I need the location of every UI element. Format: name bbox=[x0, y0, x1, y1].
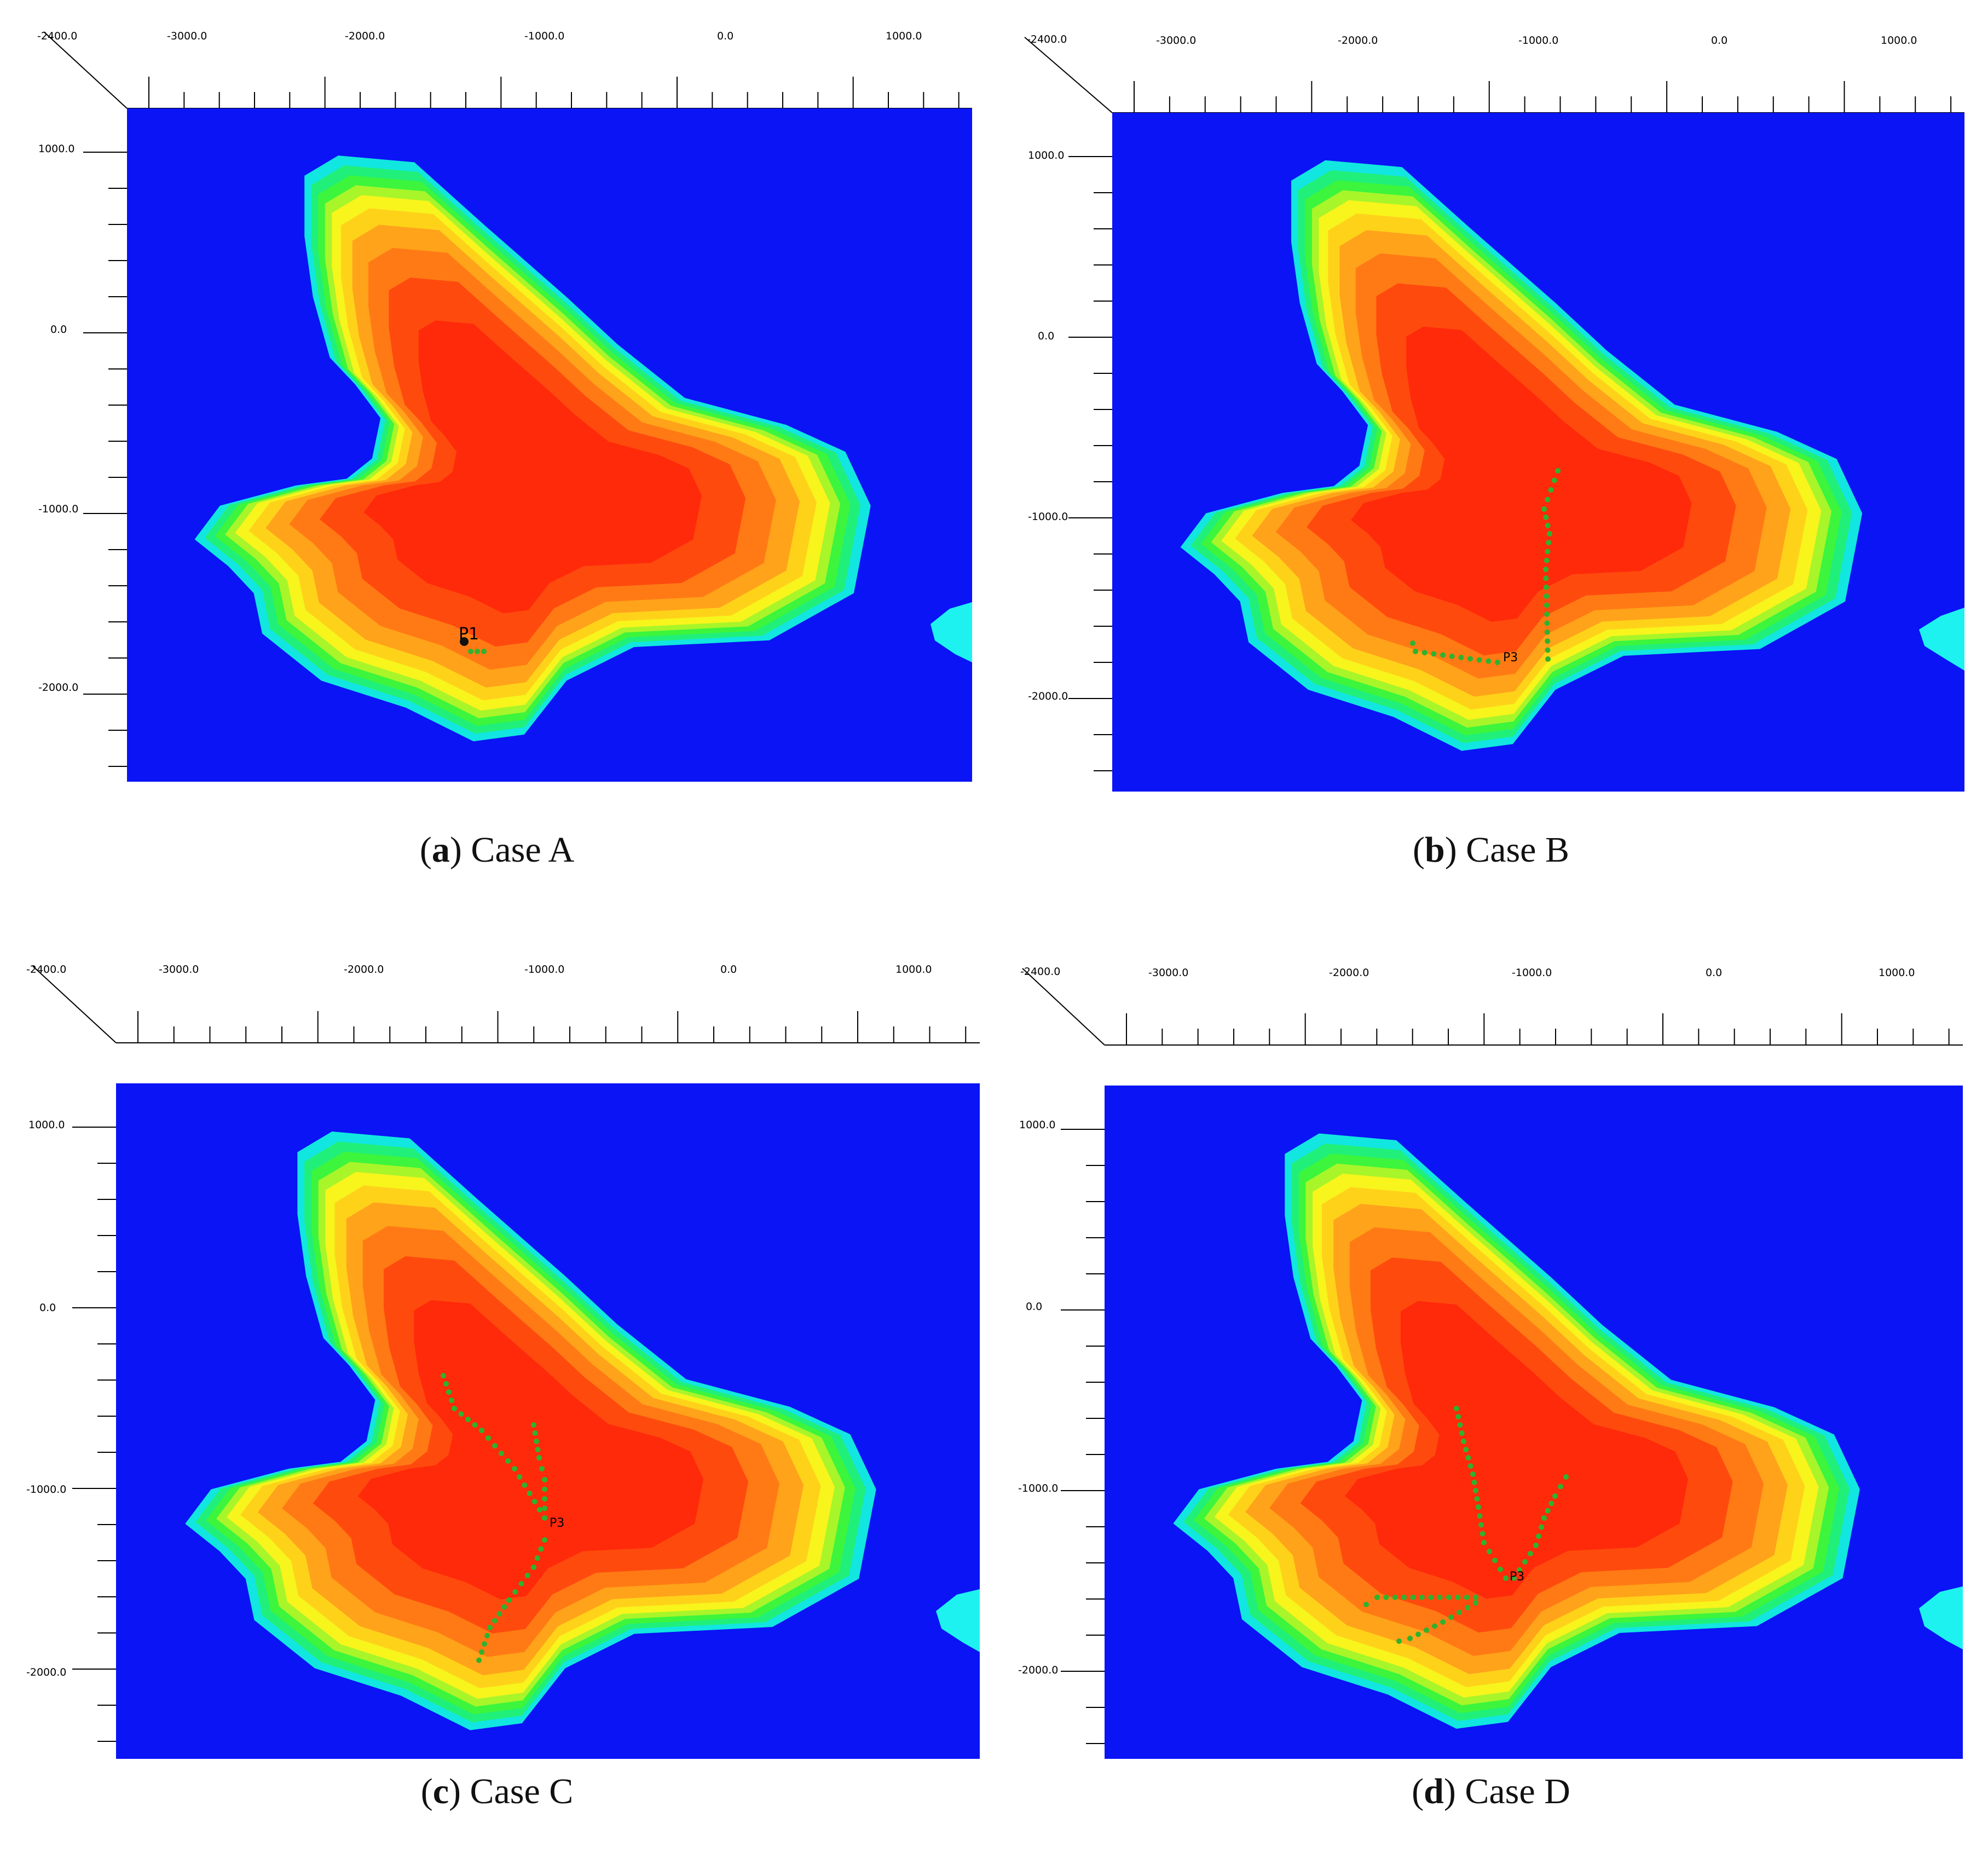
heatmap-area-b bbox=[1112, 113, 1964, 792]
caption-c: (c) Case C bbox=[420, 1771, 574, 1811]
x-tick-label: 0.0 bbox=[1711, 34, 1727, 47]
x-axis-a: -2400.0 -3000.0 -2000.0 -1000.0 0.0 1000… bbox=[37, 30, 972, 109]
y-tick-label: -1000.0 bbox=[38, 503, 78, 515]
x-tick-label: 1000.0 bbox=[1879, 967, 1915, 979]
y-axis-b: 1000.0 0.0 -1000.0 -2000.0 bbox=[1028, 149, 1112, 771]
caption-text: Case C bbox=[460, 1771, 574, 1811]
caption-letter: c bbox=[432, 1771, 449, 1811]
panel-d: -2400.0 -3000.0 -2000.0 -1000.0 0.0 1000… bbox=[994, 938, 1988, 1875]
caption-text: Case B bbox=[1457, 830, 1569, 870]
y-tick-label: -2000.0 bbox=[26, 1666, 66, 1678]
corner-label: -2400.0 bbox=[37, 30, 77, 42]
x-axis-b: -2400.0 -3000.0 -2000.0 -1000.0 0.0 1000… bbox=[1024, 33, 1964, 113]
y-tick-label: 1000.0 bbox=[1019, 1119, 1055, 1131]
heatmap-plot-d: -2400.0 -3000.0 -2000.0 -1000.0 0.0 1000… bbox=[1018, 966, 1963, 1759]
heatmap-area-c bbox=[116, 1083, 980, 1759]
y-tick-label: -1000.0 bbox=[1018, 1482, 1058, 1494]
y-tick-label: 1000.0 bbox=[38, 143, 74, 155]
y-tick-label: 1000.0 bbox=[28, 1119, 65, 1131]
x-tick-label: -3000.0 bbox=[1156, 34, 1196, 47]
x-tick-label: -3000.0 bbox=[159, 963, 199, 975]
x-tick-label: -3000.0 bbox=[167, 30, 207, 42]
caption-letter: a bbox=[431, 830, 450, 870]
caption-text: Case D bbox=[1455, 1771, 1570, 1811]
x-tick-label: -1000.0 bbox=[524, 30, 564, 42]
x-tick-label: 0.0 bbox=[717, 30, 733, 42]
panel-c: -2400.0 -3000.0 -2000.0 -1000.0 0.0 1000… bbox=[0, 938, 994, 1875]
well-label: P3 bbox=[1503, 651, 1518, 665]
x-tick-label: -1000.0 bbox=[1512, 967, 1552, 979]
y-tick-label: 0.0 bbox=[39, 1302, 56, 1314]
y-axis-d: 1000.0 0.0 -1000.0 -2000.0 bbox=[1018, 1119, 1105, 1744]
x-tick-label: -1000.0 bbox=[524, 963, 564, 975]
y-tick-label: 0.0 bbox=[50, 324, 67, 336]
x-tick-label: 1000.0 bbox=[895, 963, 932, 975]
x-axis-d: -2400.0 -3000.0 -2000.0 -1000.0 0.0 1000… bbox=[1020, 966, 1963, 1046]
heatmap-plot-a: -2400.0 -3000.0 -2000.0 -1000.0 0.0 1000… bbox=[37, 30, 972, 782]
corner-label: -2400.0 bbox=[26, 963, 66, 975]
y-tick-label: -1000.0 bbox=[1028, 511, 1068, 523]
y-tick-label: -2000.0 bbox=[38, 682, 78, 694]
x-tick-label: 0.0 bbox=[1706, 967, 1722, 979]
panel-a: -2400.0 -3000.0 -2000.0 -1000.0 0.0 1000… bbox=[0, 0, 994, 938]
y-tick-label: -2000.0 bbox=[1018, 1664, 1058, 1676]
well-label: P1 bbox=[459, 625, 479, 644]
x-tick-label: 0.0 bbox=[720, 963, 737, 975]
x-tick-label: 1000.0 bbox=[886, 30, 922, 42]
well-label: P3 bbox=[1510, 1570, 1524, 1584]
y-axis-a: 1000.0 0.0 -1000.0 -2000.0 bbox=[38, 143, 127, 767]
x-tick-label: -2000.0 bbox=[345, 30, 385, 42]
caption-letter: b bbox=[1424, 830, 1445, 870]
caption-text: Case A bbox=[461, 830, 575, 870]
x-tick-label: -2000.0 bbox=[1338, 34, 1378, 47]
y-tick-label: 1000.0 bbox=[1028, 149, 1064, 161]
caption-a: (a) Case A bbox=[419, 830, 575, 870]
corner-label: -2400.0 bbox=[1027, 33, 1067, 45]
x-axis-c: -2400.0 -3000.0 -2000.0 -1000.0 0.0 1000… bbox=[26, 963, 980, 1043]
y-tick-label: -1000.0 bbox=[26, 1484, 66, 1496]
x-tick-label: -3000.0 bbox=[1148, 967, 1188, 979]
heatmap-area-a bbox=[127, 108, 972, 782]
corner-label: -2400.0 bbox=[1020, 966, 1060, 978]
x-tick-label: -2000.0 bbox=[344, 963, 384, 975]
wells-c: P3 bbox=[441, 1373, 564, 1663]
y-tick-label: 0.0 bbox=[1026, 1301, 1042, 1313]
wells-d: P3 bbox=[1363, 1406, 1569, 1644]
caption-letter: d bbox=[1424, 1771, 1444, 1811]
well-label: P3 bbox=[550, 1516, 564, 1530]
heatmap-area-d bbox=[1105, 1086, 1963, 1759]
panel-b: -2400.0 -3000.0 -2000.0 -1000.0 0.0 1000… bbox=[994, 0, 1988, 938]
x-tick-label: -2000.0 bbox=[1329, 967, 1369, 979]
y-axis-c: 1000.0 0.0 -1000.0 -2000.0 bbox=[26, 1119, 116, 1742]
caption-d: (d) Case D bbox=[1412, 1771, 1570, 1811]
wells-b: P3 bbox=[1410, 468, 1561, 665]
heatmap-plot-b: -2400.0 -3000.0 -2000.0 -1000.0 0.0 1000… bbox=[1024, 33, 1964, 792]
wells-a: P1 bbox=[459, 625, 487, 654]
x-tick-label: -1000.0 bbox=[1518, 34, 1558, 47]
x-tick-label: 1000.0 bbox=[1881, 34, 1917, 47]
y-tick-label: -2000.0 bbox=[1028, 690, 1068, 702]
heatmap-plot-c: -2400.0 -3000.0 -2000.0 -1000.0 0.0 1000… bbox=[26, 963, 980, 1759]
caption-b: (b) Case B bbox=[1412, 830, 1569, 870]
y-tick-label: 0.0 bbox=[1038, 330, 1054, 342]
